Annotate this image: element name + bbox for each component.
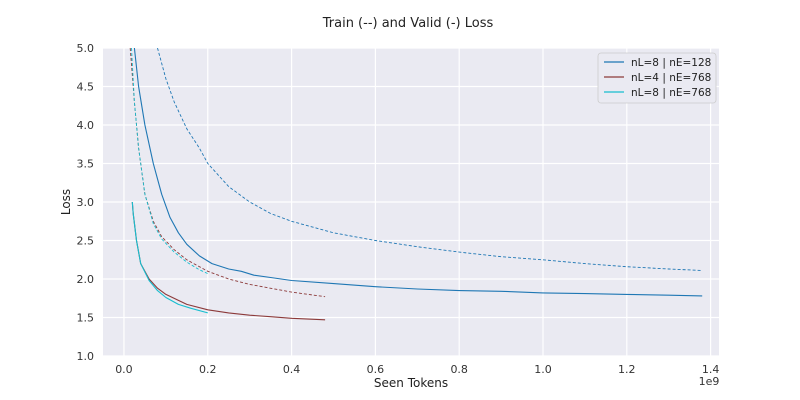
x-tick-label: 0.4 <box>283 363 301 376</box>
x-tick-label: 1.0 <box>534 363 552 376</box>
y-tick-label: 2.5 <box>77 235 95 248</box>
x-tick-label: 1.4 <box>702 363 720 376</box>
x-tick-label: 0.8 <box>450 363 468 376</box>
y-tick-label: 4.0 <box>77 119 95 132</box>
y-tick-label: 3.0 <box>77 196 95 209</box>
legend-label: nL=4 | nE=768 <box>631 72 711 84</box>
x-axis-offset-label: 1e9 <box>699 375 720 388</box>
chart-title: Train (--) and Valid (-) Loss <box>322 16 494 31</box>
y-tick-label: 1.5 <box>77 312 95 325</box>
legend: nL=8 | nE=128 nL=4 | nE=768 nL=8 | nE=768 <box>597 52 717 104</box>
series-lines <box>129 48 703 321</box>
y-axis-label: Loss <box>59 189 73 215</box>
tick-labels: 0.0 0.2 0.4 0.6 0.8 1.0 1.2 1.4 1.0 1.5 2.0 2.5 3.0 3… <box>77 42 720 376</box>
legend-label: nL=8 | nE=768 <box>631 87 711 99</box>
y-tick-label: 5.0 <box>77 42 95 55</box>
x-axis-label: Seen Tokens <box>374 376 448 390</box>
series-line-nl-8-ne-768-valid <box>131 201 208 314</box>
legend-box <box>597 52 717 104</box>
x-tick-label: 1.2 <box>618 363 636 376</box>
x-tick-label: 0.0 <box>115 363 133 376</box>
series-line-nl-8-ne-128-valid <box>133 48 703 297</box>
series-line-nl-8-ne-768-train <box>131 48 208 275</box>
x-tick-label: 0.6 <box>367 363 385 376</box>
y-tick-label: 3.5 <box>77 158 95 171</box>
x-tick-label: 0.2 <box>199 363 217 376</box>
series-line-nl-8-ne-128-train <box>157 48 703 271</box>
y-tick-label: 1.0 <box>77 350 95 363</box>
y-tick-label: 4.5 <box>77 81 95 94</box>
y-tick-label: 2.0 <box>77 273 95 286</box>
legend-label: nL=8 | nE=128 <box>631 57 711 69</box>
